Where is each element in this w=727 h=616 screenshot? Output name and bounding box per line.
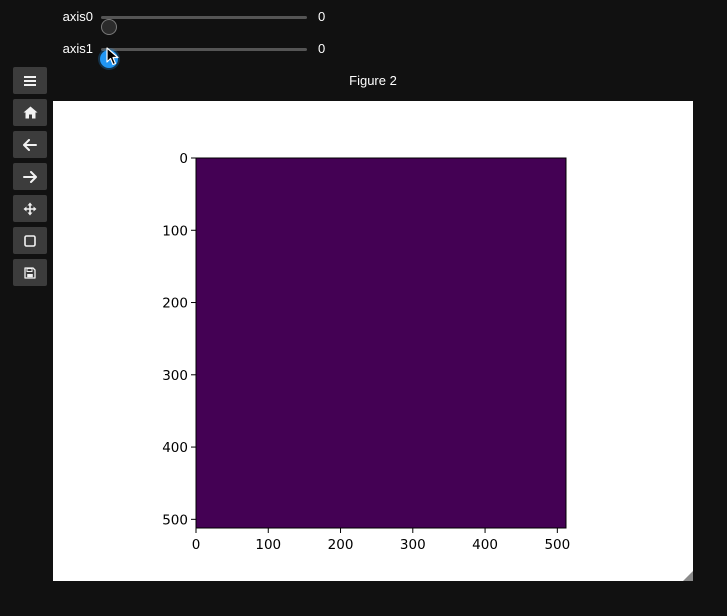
menu-button[interactable] <box>13 67 47 94</box>
pan-button[interactable] <box>13 195 47 222</box>
zoom-button[interactable] <box>13 227 47 254</box>
axes-frame <box>195 157 567 529</box>
y-tick-label: 300 <box>162 368 188 384</box>
resize-grip-icon[interactable] <box>681 569 693 581</box>
arrow-left-icon <box>23 138 37 151</box>
mouse-cursor-icon <box>106 47 119 66</box>
floppy-icon <box>24 266 36 279</box>
x-tick-label: 500 <box>544 537 570 553</box>
heatmap-image <box>196 158 566 528</box>
y-tick-label: 200 <box>162 296 188 312</box>
slider-label-axis1: axis1 <box>62 41 93 56</box>
slider-thumb-axis0[interactable] <box>101 19 117 35</box>
figure-toolbar <box>13 67 47 291</box>
slider-value-axis0: 0 <box>318 9 326 24</box>
slider-axis1: axis1 0 <box>0 38 360 68</box>
hamburger-icon <box>24 75 36 86</box>
y-tick-label: 400 <box>162 440 188 456</box>
x-tick-label: 200 <box>328 537 354 553</box>
home-icon <box>23 106 37 119</box>
save-button[interactable] <box>13 259 47 286</box>
y-tick-label: 500 <box>162 512 188 528</box>
y-tick-label: 100 <box>162 223 188 239</box>
figure-title: Figure 2 <box>349 73 397 88</box>
arrow-right-icon <box>23 170 37 183</box>
back-button[interactable] <box>13 131 47 158</box>
x-tick-label: 100 <box>255 537 281 553</box>
slider-value-axis1: 0 <box>318 41 326 56</box>
slider-track-axis1[interactable] <box>100 48 307 68</box>
slider-label-axis0: axis0 <box>62 9 93 24</box>
y-tick-label: 0 <box>179 151 188 167</box>
square-icon <box>24 234 36 247</box>
slider-axis0: axis0 0 <box>0 6 360 35</box>
move-icon <box>23 202 37 215</box>
x-tick-label: 0 <box>192 537 201 553</box>
figure-canvas[interactable]: 0 100 200 300 400 500 0 100 200 300 400 500 <box>53 101 693 581</box>
x-tick-label: 300 <box>400 537 426 553</box>
slider-track-axis0[interactable] <box>101 16 307 35</box>
x-tick-label: 400 <box>472 537 498 553</box>
home-button[interactable] <box>13 99 47 126</box>
forward-button[interactable] <box>13 163 47 190</box>
